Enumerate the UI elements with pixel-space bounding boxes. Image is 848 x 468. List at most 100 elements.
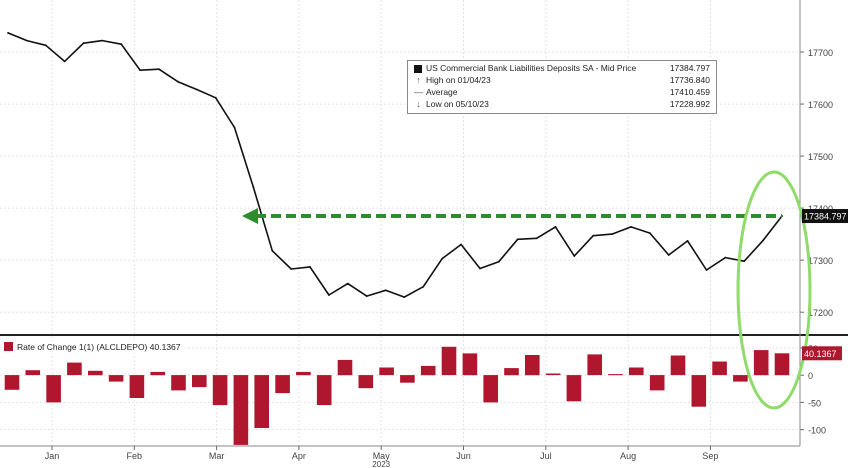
- legend-low-value: 17228.992: [669, 99, 710, 109]
- roc-bar: [67, 362, 82, 376]
- legend-series-value: 17384.797: [669, 63, 710, 73]
- roc-y-tick-label: 0: [808, 371, 813, 381]
- deposits-line: [7, 32, 783, 298]
- roc-bar: [233, 375, 249, 445]
- roc-bar: [316, 375, 332, 406]
- deposits-point: [120, 43, 123, 46]
- roc-bar: [129, 375, 145, 398]
- main-y-tick-label: 17700: [808, 48, 833, 58]
- roc-bar: [337, 359, 353, 376]
- legend-low-label: Low on 05/10/23: [426, 99, 489, 109]
- legend-series-name: US Commercial Bank Liabilities Deposits …: [426, 63, 637, 73]
- deposits-point: [611, 233, 613, 236]
- roc-legend-name: Rate of Change 1(1) (ALCLDEPO): [17, 342, 148, 352]
- deposits-point: [573, 255, 576, 257]
- legend-average-value: 17410.459: [669, 87, 710, 97]
- legend-row-low: ↓ Low on 05/10/23 17228.992: [414, 99, 710, 110]
- roc-bar: [462, 353, 478, 376]
- x-year-label: 2023: [372, 460, 390, 468]
- deposits-point: [479, 267, 481, 270]
- deposits-point: [101, 39, 104, 42]
- legend-row-high: ↑ High on 01/04/23 17736.840: [414, 75, 710, 86]
- deposits-point: [309, 266, 311, 268]
- roc-bar: [4, 375, 20, 390]
- x-month-label: Mar: [209, 451, 225, 461]
- deposits-point: [271, 249, 274, 252]
- deposits-point: [422, 285, 425, 288]
- roc-bar: [88, 370, 103, 376]
- deposits-point: [252, 186, 255, 189]
- deposits-point: [403, 296, 406, 298]
- roc-bar: [441, 346, 457, 376]
- roc-bar: [649, 375, 665, 391]
- deposits-point: [724, 256, 727, 259]
- roc-last-value-flag: [802, 346, 842, 361]
- roc-bar: [46, 375, 61, 403]
- roc-bar: [670, 355, 686, 376]
- roc-y-tick-label: -50: [808, 398, 821, 408]
- deposits-point: [82, 42, 85, 45]
- x-month-label: Jan: [45, 451, 60, 461]
- deposits-point: [384, 289, 387, 292]
- deposits-point: [7, 32, 9, 34]
- main-y-tick-label: 17600: [808, 100, 833, 110]
- roc-y-tick-label: -100: [808, 426, 826, 436]
- roc-bar: [420, 365, 436, 376]
- deposits-point: [516, 238, 519, 241]
- roc-bar: [504, 368, 519, 376]
- deposits-point: [139, 69, 142, 72]
- legend-high-value: 17736.840: [669, 75, 710, 85]
- roc-bar: [566, 375, 582, 402]
- main-last-value-flag: [802, 209, 848, 224]
- roc-swatch-icon: [4, 342, 13, 351]
- deposits-point: [630, 226, 632, 228]
- roc-bar: [150, 371, 165, 376]
- roc-bar: [753, 350, 769, 376]
- deposits-point: [177, 80, 179, 83]
- legend-row-series: US Commercial Bank Liabilities Deposits …: [414, 63, 710, 74]
- roc-bar: [400, 375, 415, 383]
- roc-legend: Rate of Change 1(1) (ALCLDEPO) 40.1367: [4, 341, 185, 353]
- deposits-point: [554, 226, 557, 228]
- roc-bar: [212, 375, 228, 406]
- roc-bar: [545, 373, 561, 376]
- deposits-point: [460, 243, 462, 246]
- legend-high-label: High on 01/04/23: [426, 75, 491, 85]
- roc-bar: [25, 370, 41, 376]
- arrow-up-icon: ↑: [416, 75, 421, 85]
- roc-bar: [587, 354, 602, 376]
- deposits-point: [158, 68, 160, 71]
- roc-bar: [108, 375, 124, 382]
- roc-bar: [774, 353, 790, 376]
- main-y-tick-label: 17500: [808, 152, 833, 162]
- roc-bar: [712, 361, 727, 376]
- deposits-point: [365, 295, 368, 297]
- roc-bar: [254, 375, 269, 428]
- x-month-label: Jul: [540, 451, 552, 461]
- deposits-point: [290, 268, 293, 270]
- roc-bar: [192, 375, 207, 388]
- deposits-point: [667, 254, 670, 256]
- deposits-point: [346, 282, 349, 285]
- roc-bar: [525, 355, 540, 376]
- roc-bar: [733, 375, 748, 382]
- roc-bar: [629, 367, 644, 376]
- deposits-point: [441, 257, 444, 260]
- deposits-point: [649, 232, 651, 235]
- roc-last-value-text: 40.1367: [804, 349, 837, 359]
- main-last-value-text: 17384.797: [804, 212, 847, 222]
- roc-bar: [379, 367, 394, 376]
- legend-average-label: Average: [426, 87, 458, 97]
- x-month-label: Sep: [702, 451, 718, 461]
- deposits-point: [214, 96, 217, 99]
- deposits-point: [705, 269, 708, 271]
- deposits-point: [328, 294, 330, 296]
- roc-bar: [483, 375, 498, 403]
- average-line-icon: —: [414, 87, 423, 97]
- price-legend: US Commercial Bank Liabilities Deposits …: [407, 60, 717, 114]
- x-month-label: Jun: [456, 451, 471, 461]
- deposits-point: [44, 44, 47, 47]
- deposits-point: [762, 239, 764, 242]
- main-y-tick-label: 17200: [808, 308, 833, 318]
